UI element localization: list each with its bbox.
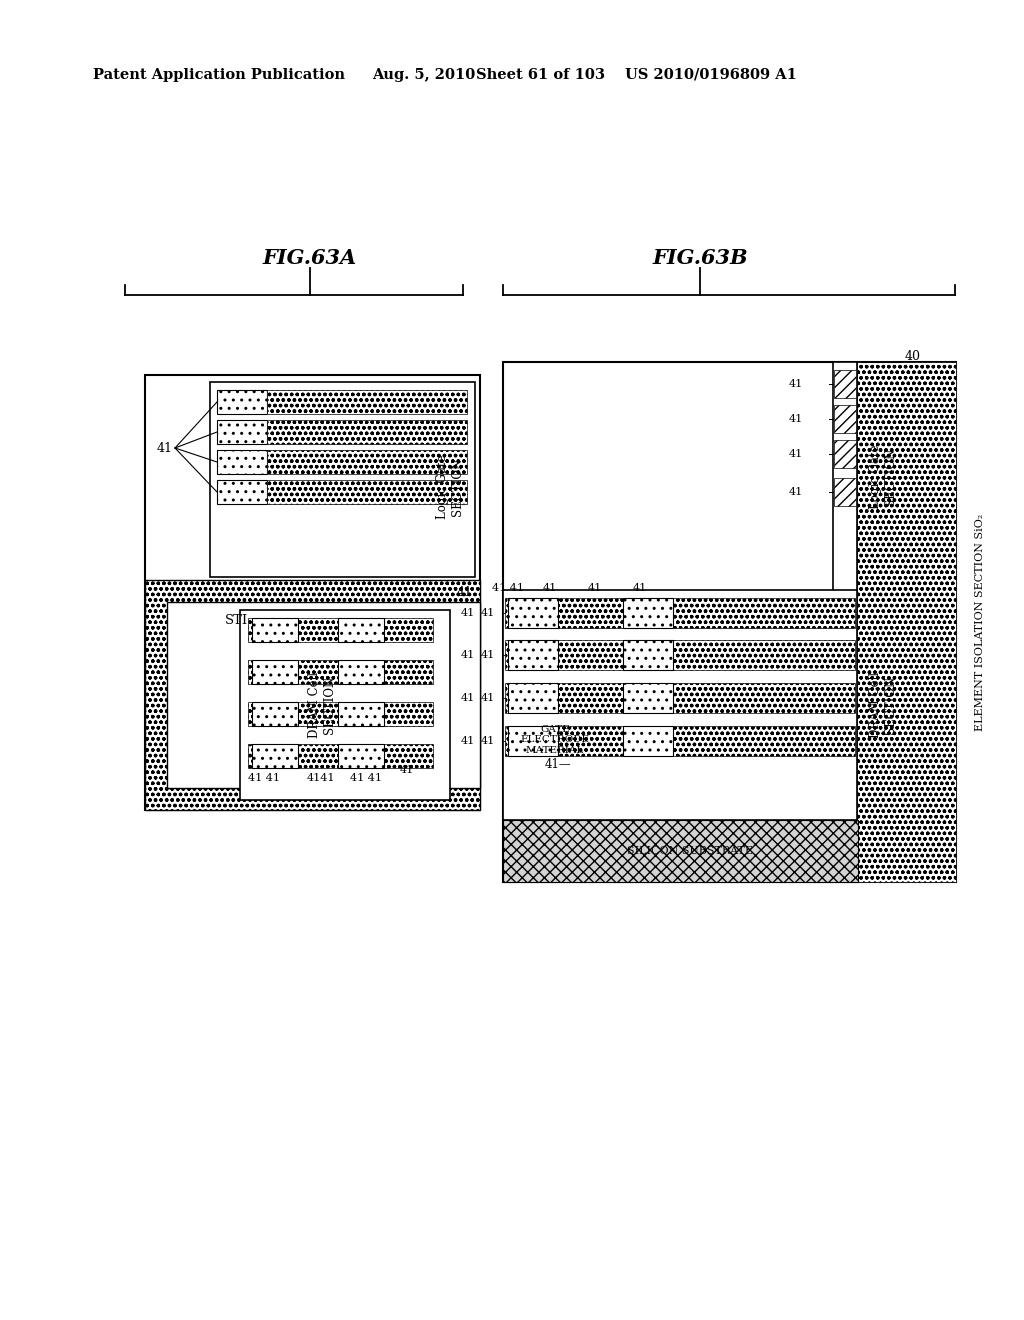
Bar [505,598,855,628]
Bar [505,640,855,671]
Text: FIG.63B: FIG.63B [652,248,748,268]
Bar [505,682,855,713]
Bar [338,702,384,726]
Bar [267,450,467,474]
Text: 41: 41 [481,693,496,704]
Bar [503,590,857,820]
Text: Patent Application Publication: Patent Application Publication [93,69,345,82]
Text: 41 41: 41 41 [492,583,524,593]
Text: 41: 41 [461,693,475,704]
Text: 41: 41 [788,487,803,498]
Text: US 2010/0196809 A1: US 2010/0196809 A1 [625,69,797,82]
Text: 41: 41 [588,583,602,593]
Bar [623,640,673,671]
Bar [338,660,384,684]
Text: 41: 41 [400,766,415,775]
Bar [267,480,467,504]
Text: 41: 41 [461,737,475,746]
Bar [508,640,558,671]
Bar [834,405,856,433]
Bar [145,579,480,810]
Text: 41: 41 [543,583,557,593]
Bar [857,362,956,882]
Text: 41: 41 [457,586,473,598]
Text: Aug. 5, 2010: Aug. 5, 2010 [372,69,475,82]
Bar [623,726,673,756]
Bar [252,618,298,642]
Bar [623,598,673,628]
Text: 41: 41 [788,449,803,459]
Text: 41: 41 [157,441,173,454]
Text: 41: 41 [633,583,647,593]
Bar [252,744,298,768]
Text: ELEMENT ISOLATION SECTION SiO₂: ELEMENT ISOLATION SECTION SiO₂ [975,513,985,731]
Text: SILICON SUBSTRATE: SILICON SUBSTRATE [627,846,753,855]
Bar [508,682,558,713]
Bar [217,450,267,474]
Bar [623,682,673,713]
Bar [252,702,298,726]
Text: GATE
ELECTRODE
MATERIAL: GATE ELECTRODE MATERIAL [520,725,590,755]
Bar [240,610,450,800]
Bar [834,478,856,506]
Bar [833,362,857,591]
Text: DRAM Cell
SECTION: DRAM Cell SECTION [869,672,897,738]
Bar [503,820,858,882]
Text: 41 41: 41 41 [350,774,382,783]
Text: Logic Gate
SECTION: Logic Gate SECTION [436,455,464,519]
Text: Sheet 61 of 103: Sheet 61 of 103 [476,69,605,82]
Bar [252,660,298,684]
Bar [338,618,384,642]
Text: 41: 41 [481,609,496,618]
Text: 41—: 41— [545,759,571,771]
Text: 41: 41 [461,609,475,618]
Bar [248,618,433,642]
Text: 41: 41 [788,414,803,424]
Text: 40: 40 [905,351,921,363]
Bar [167,602,480,788]
Bar [248,702,433,726]
Text: FIG.63A: FIG.63A [263,248,357,268]
Bar [505,726,855,756]
Text: 41: 41 [788,379,803,389]
Text: 41 41: 41 41 [248,774,280,783]
Bar [508,598,558,628]
Bar [338,744,384,768]
Bar [503,362,956,882]
Text: 41: 41 [481,649,496,660]
Bar [248,744,433,768]
Text: DRAM Cell
SECTION: DRAM Cell SECTION [308,672,336,738]
Bar [217,480,267,504]
Text: Logic Gate
SECTION: Logic Gate SECTION [869,445,897,510]
Bar [217,389,267,414]
Bar [248,660,433,684]
Text: 41: 41 [481,737,496,746]
Bar [217,420,267,444]
Bar [508,726,558,756]
Bar [834,440,856,469]
Bar [210,381,475,577]
Bar [267,389,467,414]
Bar [145,375,480,810]
Text: 4141: 4141 [307,774,336,783]
Text: 41: 41 [461,649,475,660]
Bar [834,370,856,399]
Bar [267,420,467,444]
Text: STI: STI [225,614,248,627]
